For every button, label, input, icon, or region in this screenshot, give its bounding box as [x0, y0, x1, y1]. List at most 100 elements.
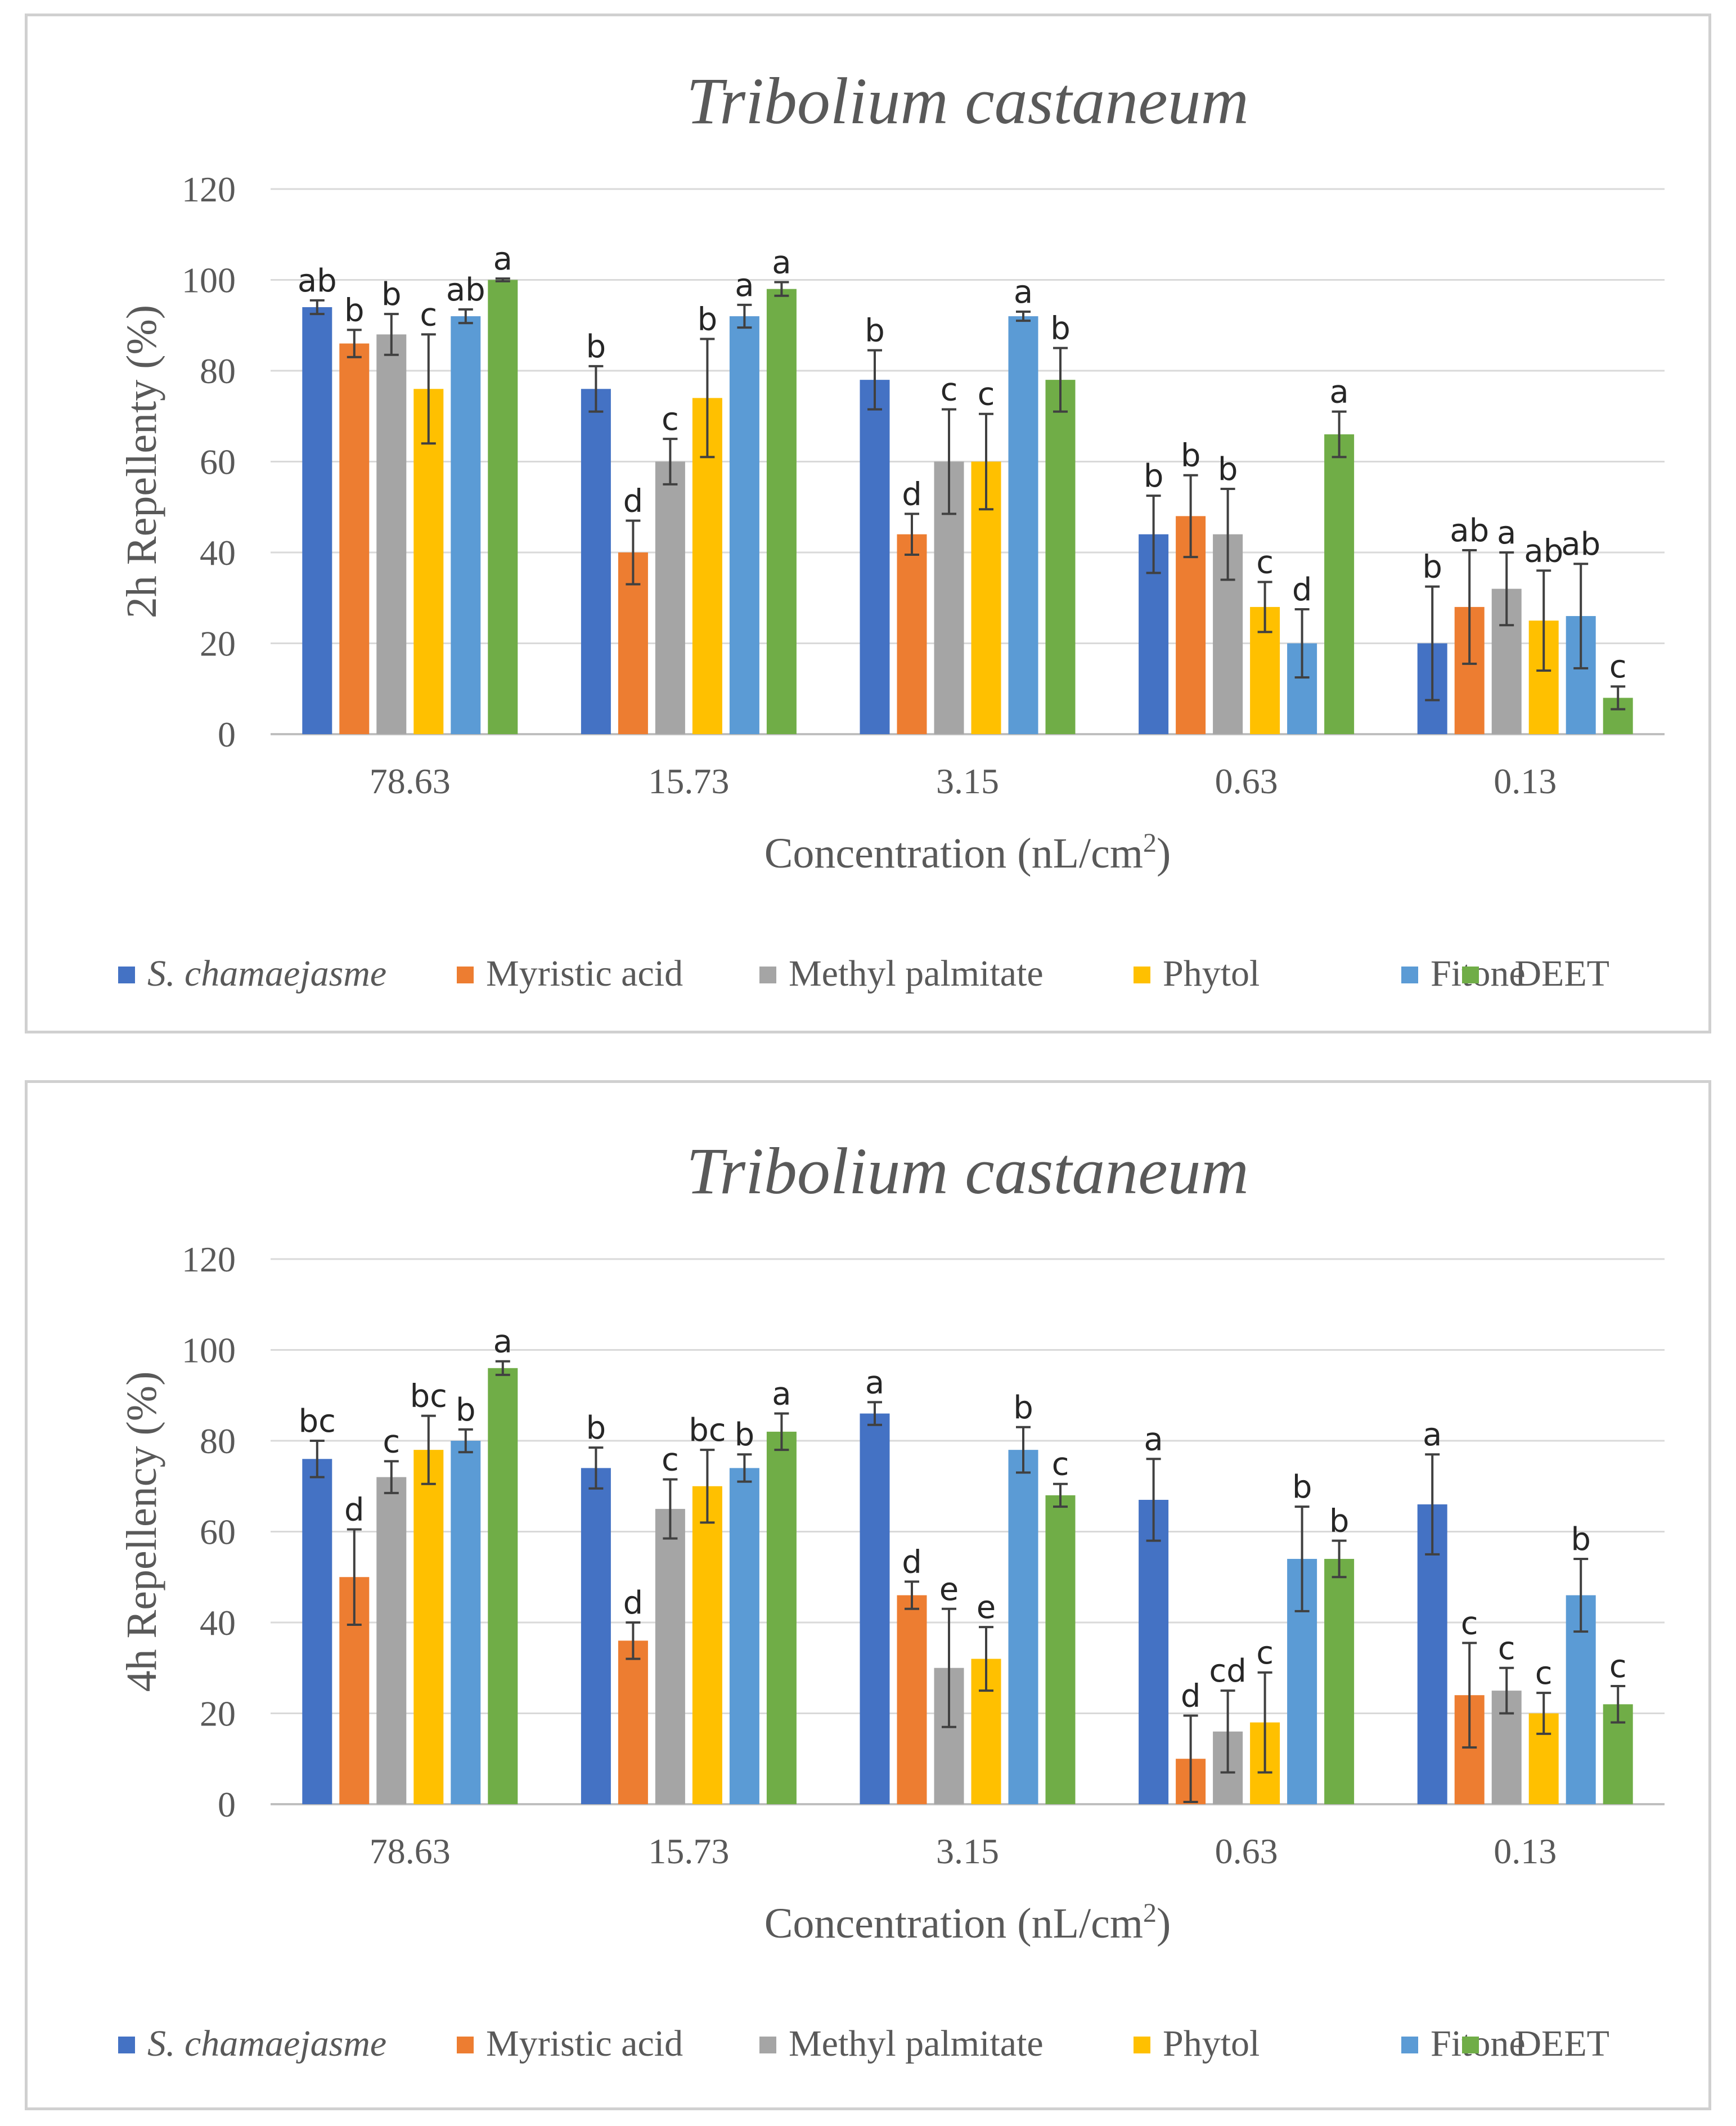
significance-letter: a [1497, 515, 1516, 551]
y-tick-label: 60 [200, 1512, 236, 1552]
y-tick-label: 120 [182, 1239, 236, 1279]
legend-label: DEET [1514, 2023, 1609, 2064]
bar [488, 280, 518, 734]
bar [581, 389, 611, 734]
bar [413, 1450, 444, 1804]
bar [302, 1459, 332, 1804]
legend-label: Phytol [1163, 2023, 1260, 2064]
significance-letter: c [941, 372, 958, 408]
significance-letter: c [978, 376, 995, 413]
significance-letter: b [1181, 438, 1201, 474]
significance-letter: b [865, 313, 885, 349]
legend-swatch [457, 967, 474, 983]
significance-letter: d [1181, 1678, 1201, 1715]
chart-2h-svg: Tribolium castaneum 0 20 40 60 80 100 120 2h Rep… [118, 64, 1665, 994]
significance-letter: c [1498, 1630, 1515, 1667]
significance-letter: a [1144, 1421, 1163, 1458]
significance-letter: e [977, 1589, 996, 1626]
significance-letter: a [772, 245, 791, 281]
significance-letter: b [344, 292, 365, 329]
x-tick-label: 0.13 [1494, 761, 1557, 801]
significance-letter: d [902, 476, 922, 513]
significance-letter: e [939, 1571, 959, 1608]
legend-swatch [759, 967, 776, 983]
significance-letter: b [1571, 1521, 1591, 1558]
x-tick-label: 3.15 [936, 761, 999, 801]
x-tick-label: 78.63 [370, 761, 451, 801]
bar [655, 1509, 685, 1804]
bar [860, 1413, 890, 1804]
bar [766, 289, 797, 734]
significance-letter: bc [299, 1403, 336, 1440]
chart-4h-svg: Tribolium castaneum 0 20 40 60 80 100 120 4h Rep… [118, 1134, 1665, 2064]
y-tick-label: 40 [200, 1603, 236, 1643]
x-tick-label: 3.15 [936, 1831, 999, 1871]
significance-letter: a [1423, 1417, 1442, 1453]
legend-swatch [457, 2037, 474, 2053]
x-tick-label: 15.73 [648, 1831, 729, 1871]
significance-letter: b [586, 329, 606, 365]
bar [729, 1468, 759, 1804]
legend-label: S. chamaejasme [147, 2023, 386, 2064]
significance-letter: c [1609, 649, 1627, 685]
legend: S. chamaejasme Myristic acid Methyl palmit… [118, 2023, 1609, 2064]
y-tick-label: 0 [218, 714, 236, 754]
bar [729, 316, 759, 734]
significance-letter: cd [1209, 1653, 1246, 1689]
significance-letter: bc [689, 1412, 726, 1449]
bar [376, 334, 407, 734]
bar [1324, 434, 1355, 734]
significance-letter: a [493, 241, 512, 277]
significance-letter: c [383, 1423, 400, 1460]
y-tick-label: 80 [200, 351, 236, 391]
significance-letter: b [1144, 458, 1164, 495]
significance-letter: a [493, 1324, 512, 1360]
significance-letter: b [381, 276, 402, 313]
y-tick-label: 120 [182, 169, 236, 209]
significance-letter: ab [298, 263, 337, 299]
significance-letter: b [1013, 1390, 1033, 1426]
significance-letter: d [623, 1585, 644, 1621]
significance-letter: c [420, 296, 437, 333]
significance-letter: b [735, 1417, 755, 1453]
y-axis-title: 4h Repellency (%) [118, 1372, 165, 1692]
legend-label: Myristic acid [486, 953, 683, 994]
significance-letter: d [623, 483, 644, 519]
y-tick-label: 40 [200, 533, 236, 573]
bar [413, 389, 444, 734]
bar [1139, 1499, 1169, 1804]
x-tick-label: 0.13 [1494, 1831, 1557, 1871]
significance-letter: c [1052, 1446, 1069, 1483]
bar [451, 316, 481, 734]
significance-letter: ab [1524, 533, 1563, 569]
significance-letter: bc [410, 1378, 447, 1415]
significance-letter: c [1535, 1655, 1553, 1692]
x-tick-label: 15.73 [648, 761, 729, 801]
y-axis-title: 2h Repellenty (%) [118, 305, 165, 618]
chart-panel-2h: Tribolium castaneum 0 20 40 60 80 100 120 2h Rep… [25, 14, 1711, 1033]
significance-letter: b [586, 1410, 606, 1446]
significance-letter: ab [1561, 526, 1600, 563]
legend-label: Phytol [1163, 953, 1260, 994]
y-tick-label: 80 [200, 1421, 236, 1461]
legend-swatch [118, 2037, 135, 2053]
significance-letter: a [1329, 374, 1348, 411]
significance-letter: b [698, 301, 718, 338]
bar [339, 343, 370, 734]
bar [488, 1368, 518, 1804]
legend-swatch [1401, 967, 1418, 983]
legend-swatch [1462, 967, 1479, 983]
legend-label: Methyl palmitate [789, 953, 1044, 994]
bar [451, 1441, 481, 1804]
bar [376, 1477, 407, 1804]
significance-letter: a [1014, 274, 1033, 311]
bar [655, 461, 685, 734]
y-tick-label: 0 [218, 1785, 236, 1824]
significance-letter: c [1256, 1635, 1274, 1671]
y-tick-label: 20 [200, 1694, 236, 1734]
bar [860, 380, 890, 734]
bar [766, 1431, 797, 1804]
bar [897, 534, 927, 734]
legend-swatch [1462, 2037, 1479, 2053]
significance-letter: b [1422, 549, 1442, 586]
